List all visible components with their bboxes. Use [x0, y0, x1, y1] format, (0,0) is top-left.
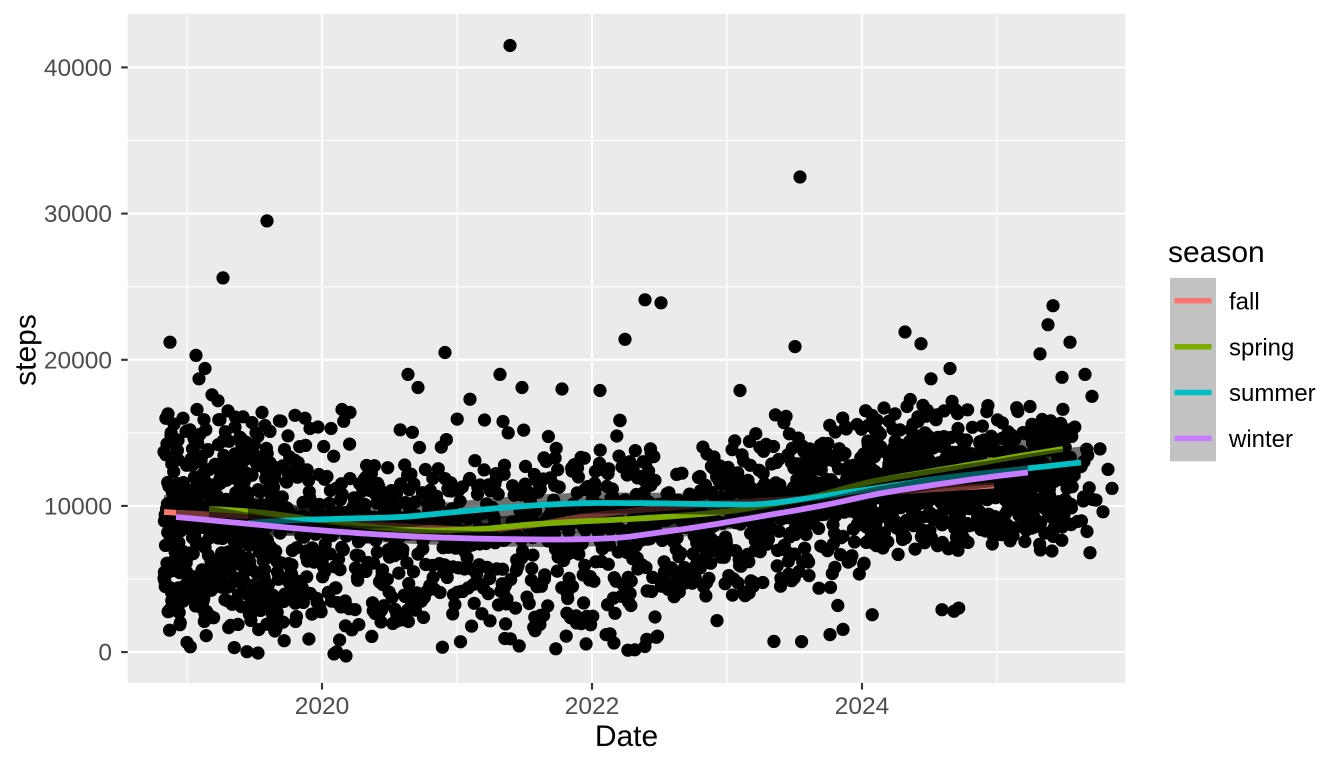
svg-text:2022: 2022 — [565, 693, 620, 720]
svg-text:20000: 20000 — [44, 347, 112, 374]
svg-text:fall: fall — [1229, 288, 1260, 315]
svg-text:Date: Date — [595, 720, 658, 753]
svg-text:40000: 40000 — [44, 55, 112, 82]
svg-text:10000: 10000 — [44, 493, 112, 520]
svg-text:2024: 2024 — [835, 693, 890, 720]
svg-text:spring: spring — [1229, 334, 1294, 361]
svg-text:30000: 30000 — [44, 201, 112, 228]
svg-text:season: season — [1168, 236, 1265, 269]
svg-text:summer: summer — [1229, 380, 1316, 407]
svg-text:steps: steps — [10, 314, 43, 386]
svg-text:winter: winter — [1228, 426, 1293, 453]
svg-text:0: 0 — [98, 640, 112, 667]
svg-text:2020: 2020 — [295, 693, 350, 720]
